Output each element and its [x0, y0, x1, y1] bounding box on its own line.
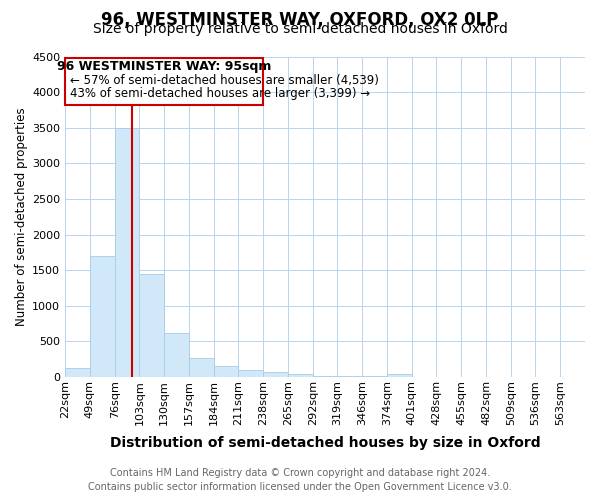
Bar [263, 372, 288, 377]
Bar [238, 370, 263, 377]
Bar [288, 374, 313, 377]
Text: 96 WESTMINSTER WAY: 95sqm: 96 WESTMINSTER WAY: 95sqm [57, 60, 271, 73]
Bar [90, 256, 115, 377]
Bar [65, 368, 90, 377]
X-axis label: Distribution of semi-detached houses by size in Oxford: Distribution of semi-detached houses by … [110, 436, 541, 450]
Y-axis label: Number of semi-detached properties: Number of semi-detached properties [15, 108, 28, 326]
Text: Size of property relative to semi-detached houses in Oxford: Size of property relative to semi-detach… [92, 22, 508, 36]
Bar [313, 376, 337, 377]
Text: ← 57% of semi-detached houses are smaller (4,539): ← 57% of semi-detached houses are smalle… [70, 74, 379, 86]
Bar [214, 366, 238, 377]
Bar [164, 333, 189, 377]
Bar [337, 376, 362, 377]
Text: Contains HM Land Registry data © Crown copyright and database right 2024.
Contai: Contains HM Land Registry data © Crown c… [88, 468, 512, 492]
FancyBboxPatch shape [65, 58, 263, 105]
Text: 43% of semi-detached houses are larger (3,399) →: 43% of semi-detached houses are larger (… [70, 87, 370, 100]
Bar [115, 128, 139, 377]
Text: 96, WESTMINSTER WAY, OXFORD, OX2 0LP: 96, WESTMINSTER WAY, OXFORD, OX2 0LP [101, 11, 499, 29]
Bar [387, 374, 412, 377]
Bar [139, 274, 164, 377]
Bar [362, 376, 387, 377]
Bar [189, 358, 214, 377]
